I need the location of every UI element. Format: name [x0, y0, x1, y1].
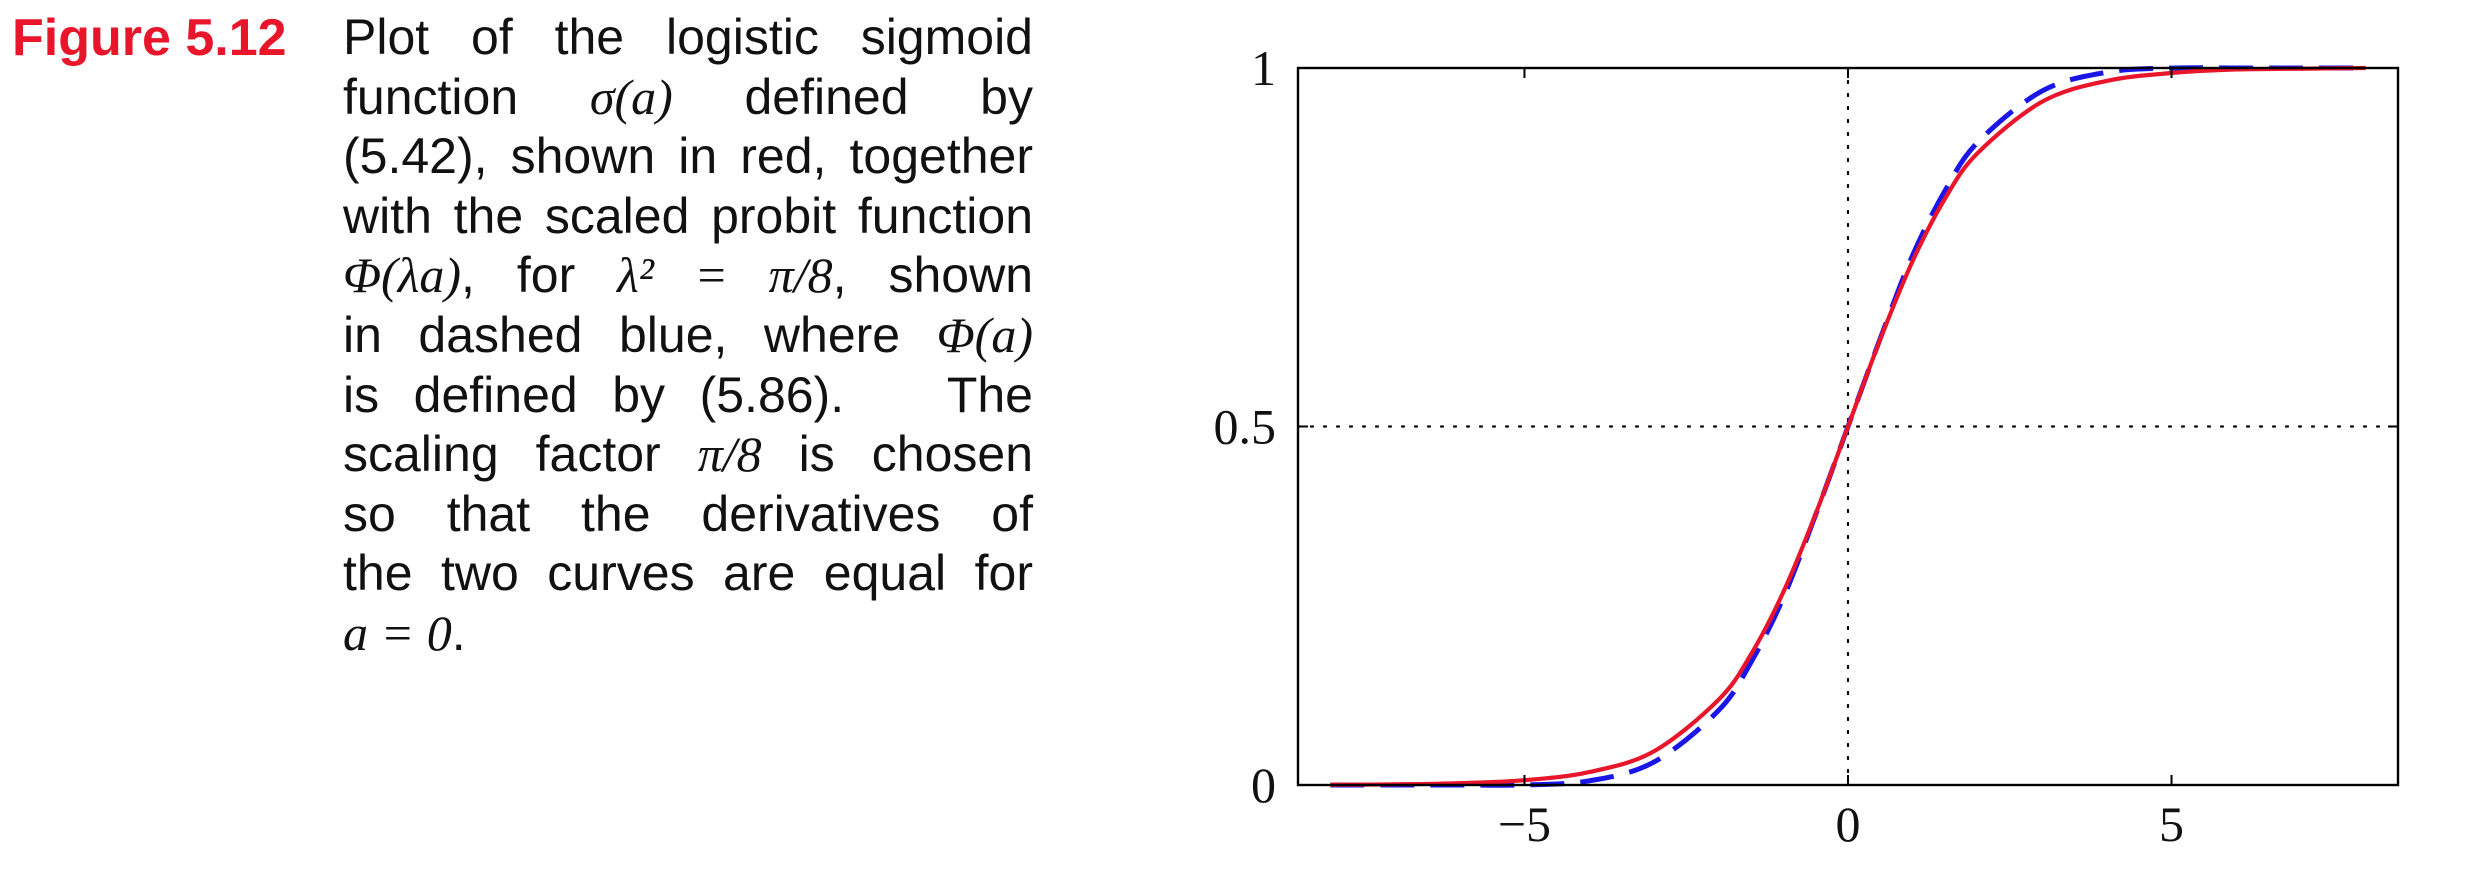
sigmoid-curve [1330, 65, 2366, 787]
caption-line: function σ(a) defined by [343, 68, 1033, 128]
caption-math: Φ(a) [936, 306, 1033, 363]
caption-text: , shown [832, 247, 1033, 304]
caption-text: . [451, 604, 466, 661]
caption-text: is chosen [761, 426, 1033, 483]
caption-math: Φ(λa) [343, 247, 462, 304]
y-tick-label: 1 [1251, 40, 1276, 96]
x-tick-label: 5 [2159, 796, 2184, 852]
caption-text: function [343, 68, 590, 125]
figure-caption: Plot of the logistic sigmoid function σ(… [343, 8, 1033, 664]
figure-label: Figure 5.12 [12, 9, 287, 67]
caption-line: Φ(λa), for λ² = π/8, shown [343, 246, 1033, 306]
caption-math: a = 0 [343, 604, 452, 661]
caption-line: the two curves are equal for [343, 544, 1033, 604]
caption-line: in dashed blue, where Φ(a) [343, 306, 1033, 366]
caption-line: so that the derivatives of [343, 485, 1033, 545]
caption-text: scaling factor [343, 426, 698, 483]
caption-line: a = 0. [343, 604, 1033, 664]
caption-text: is defined by (5.86). The [343, 366, 1033, 423]
caption-text: , for [461, 247, 618, 304]
caption-math: λ² = π/8 [617, 247, 833, 304]
caption-line: scaling factor π/8 is chosen [343, 425, 1033, 485]
caption-text: defined by [672, 68, 1033, 125]
caption-text: (5.42), shown in red, together [343, 128, 1033, 185]
caption-line: is defined by (5.86). The [343, 366, 1033, 426]
caption-text: the two curves are equal for [343, 545, 1033, 602]
caption-text: in dashed blue, where [343, 306, 937, 363]
caption-line: Plot of the logistic sigmoid [343, 8, 1033, 68]
caption-text: with the scaled probit function [343, 187, 1033, 244]
caption-line: with the scaled probit function [343, 187, 1033, 247]
x-tick-label: −5 [1498, 796, 1551, 852]
x-tick-label: 0 [1836, 796, 1861, 852]
caption-text: Plot of the logistic sigmoid [343, 9, 1033, 65]
caption-line: (5.42), shown in red, together [343, 127, 1033, 187]
caption-text: so that the derivatives of [343, 485, 1033, 542]
caption-math: π/8 [697, 426, 762, 483]
caption-math: σ(a) [589, 68, 673, 125]
y-tick-label: 0.5 [1214, 399, 1277, 455]
y-tick-label: 0 [1251, 757, 1276, 813]
